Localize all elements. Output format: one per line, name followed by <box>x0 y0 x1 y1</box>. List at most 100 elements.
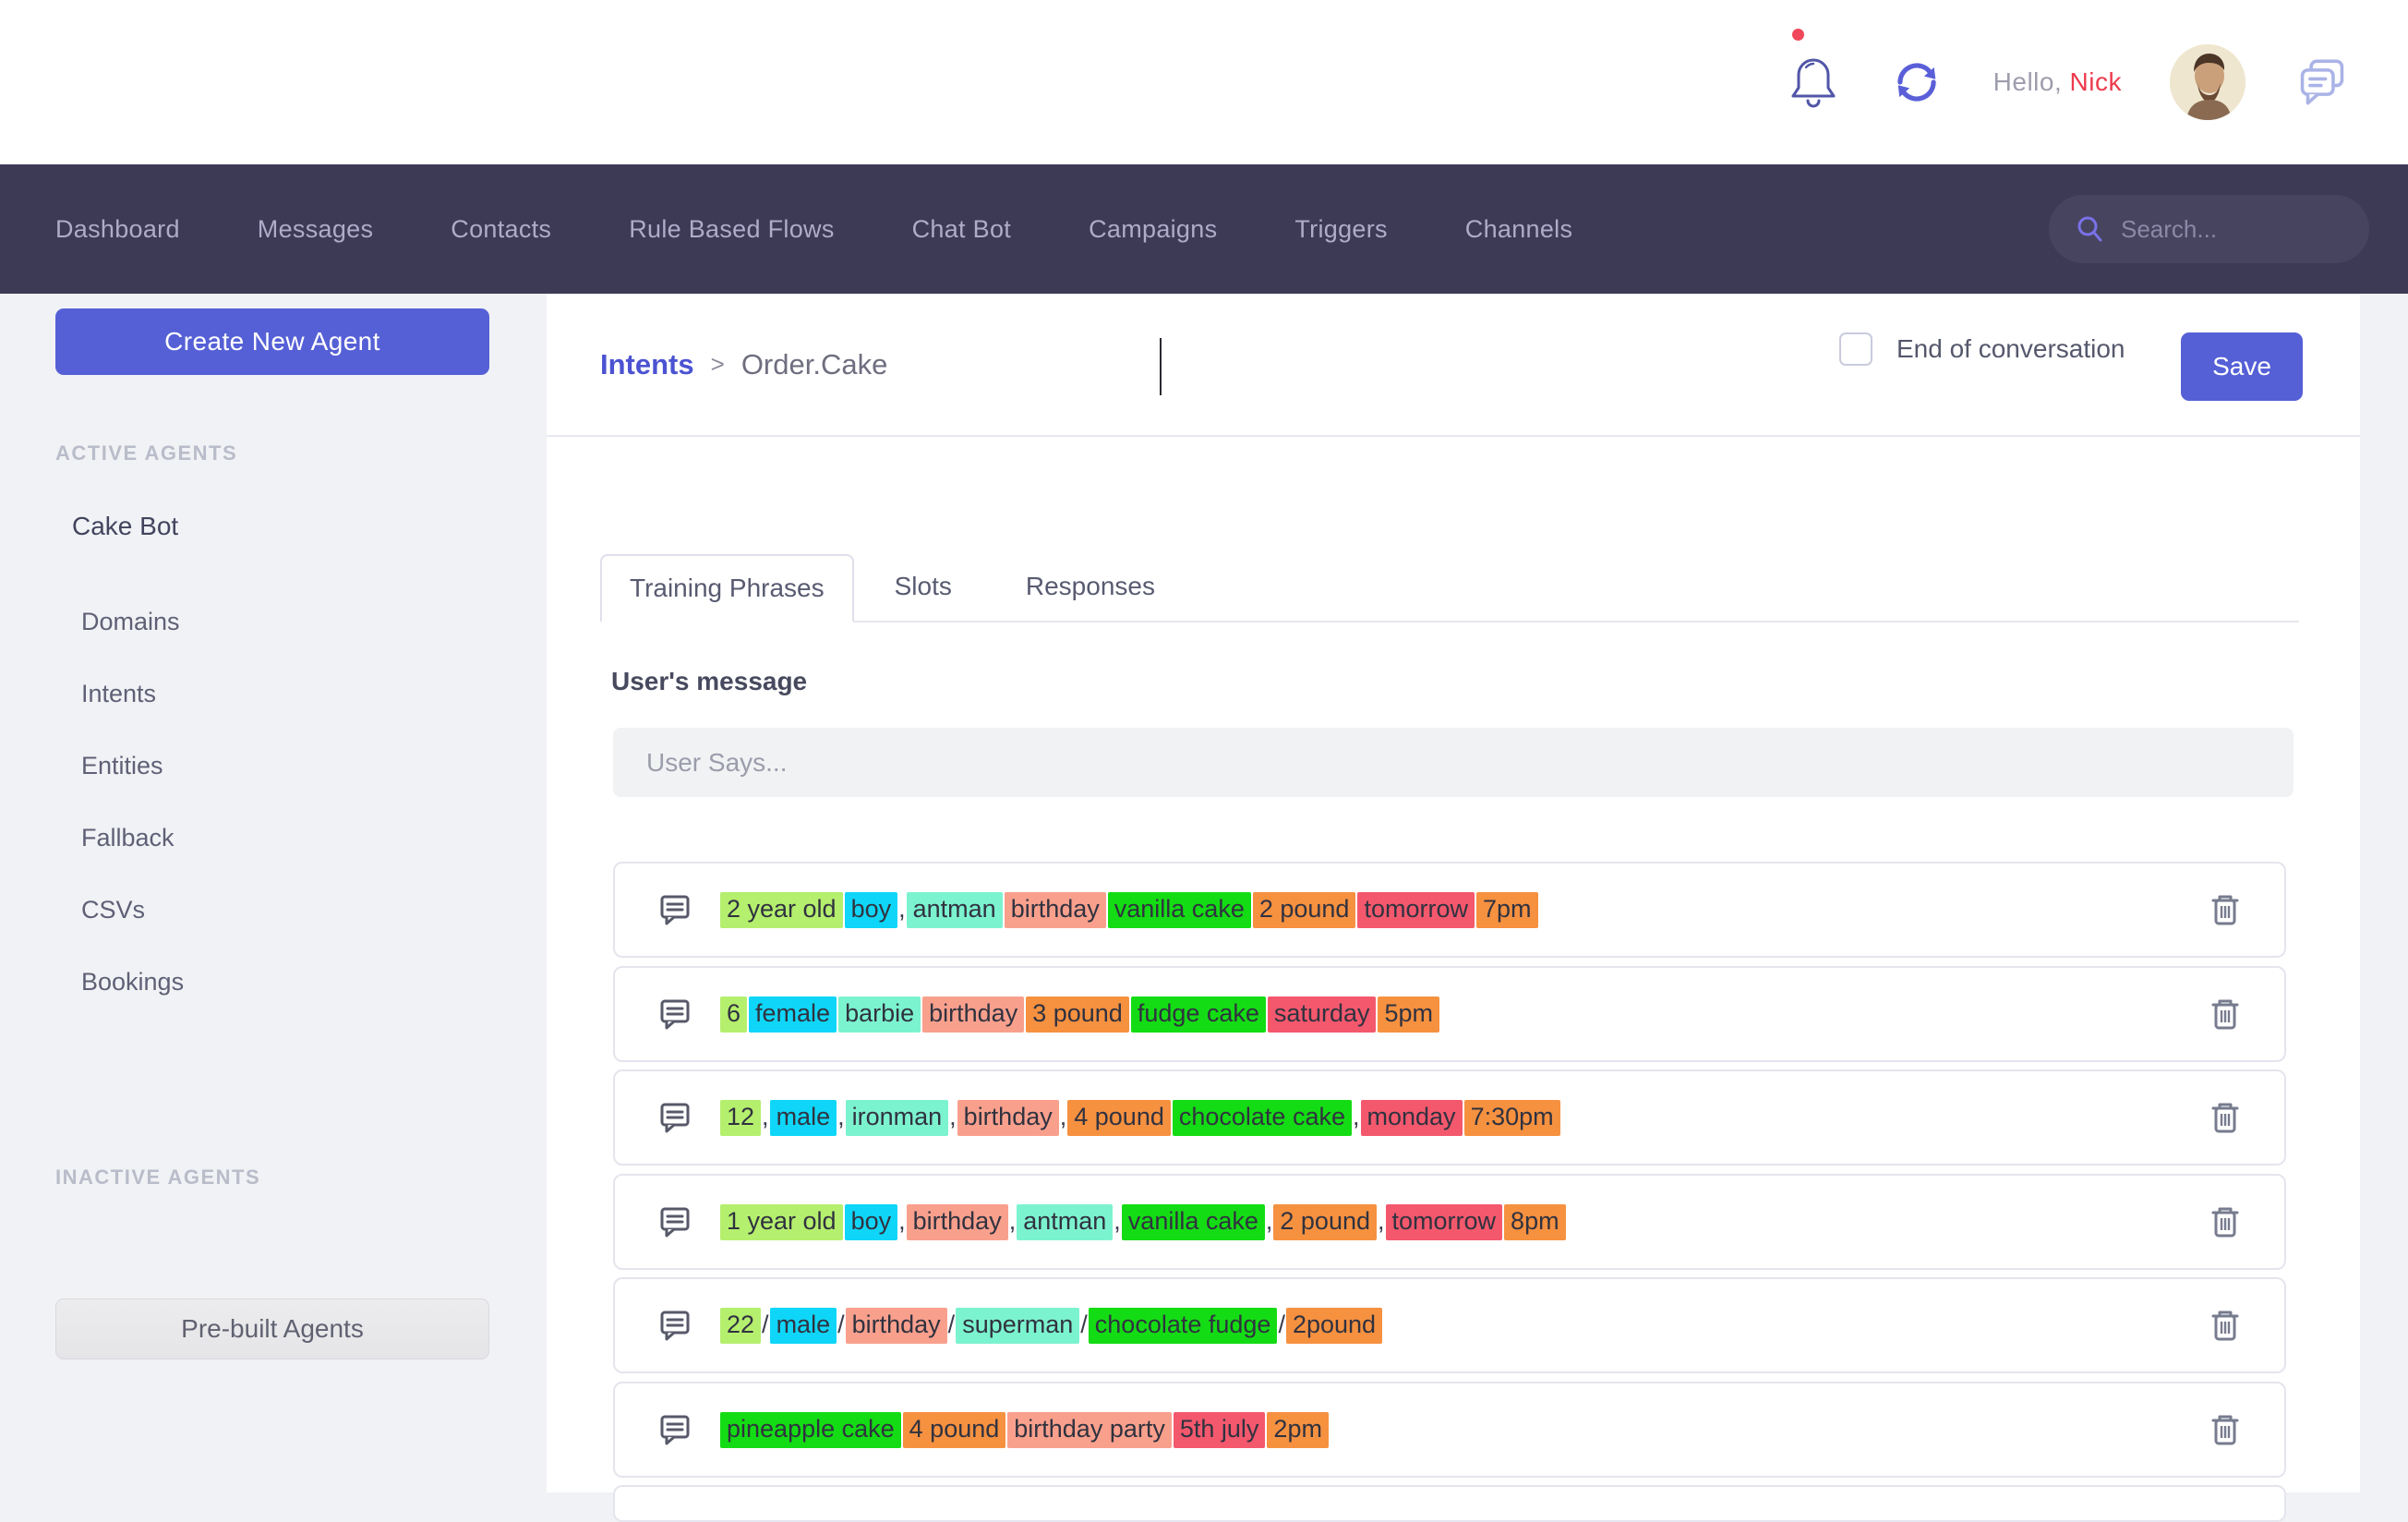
entity-tag-aqua[interactable]: antman <box>907 892 1003 928</box>
phrase-separator: / <box>1079 1308 1089 1344</box>
save-button[interactable]: Save <box>2181 332 2303 401</box>
sidebar-item-fallback[interactable]: Fallback <box>81 824 184 896</box>
entity-tag-red[interactable]: monday <box>1361 1100 1463 1136</box>
entity-tag-orange[interactable]: 7:30pm <box>1464 1100 1560 1136</box>
training-phrase-row: 12,male,ironman,birthday,4 pound chocola… <box>613 1069 2286 1166</box>
entity-tag-orange[interactable]: 7pm <box>1476 892 1538 928</box>
entity-tag-aqua[interactable]: superman <box>956 1308 1079 1344</box>
breadcrumb-intents-link[interactable]: Intents <box>600 348 694 381</box>
nav-item-campaigns[interactable]: Campaigns <box>1089 215 1217 244</box>
nav-item-messages[interactable]: Messages <box>258 215 373 244</box>
sidebar-item-csvs[interactable]: CSVs <box>81 896 184 968</box>
main-content: Intents > Order.Cake End of conversation… <box>547 294 2360 1492</box>
entity-tag-cyan[interactable]: male <box>770 1308 837 1344</box>
entity-tag-green[interactable]: chocolate fudge <box>1089 1308 1278 1344</box>
entity-tag-green_light[interactable]: 2 year old <box>720 892 843 928</box>
breadcrumb-separator: > <box>711 350 725 379</box>
entity-tag-salmon[interactable]: birthday <box>1005 892 1106 928</box>
entity-tag-orange[interactable]: 3 pound <box>1026 997 1129 1033</box>
sidebar-agent-cake-bot[interactable]: Cake Bot <box>72 512 178 541</box>
phrase-separator: , <box>1113 1204 1122 1240</box>
entity-tag-cyan[interactable]: boy <box>845 892 898 928</box>
nav-item-dashboard[interactable]: Dashboard <box>55 215 180 244</box>
avatar[interactable] <box>2170 44 2245 120</box>
entity-tag-green[interactable]: vanilla cake <box>1122 1204 1265 1240</box>
training-phrase-row: 2 year old boy,antman birthday vanilla c… <box>613 862 2286 958</box>
sync-refresh-icon[interactable] <box>1888 54 1945 111</box>
entity-tag-salmon[interactable]: birthday <box>922 997 1024 1033</box>
entity-tag-green_light[interactable]: 6 <box>720 997 747 1033</box>
entity-tag-orange[interactable]: 5pm <box>1378 997 1439 1033</box>
entity-tag-orange[interactable]: 2 pound <box>1253 892 1356 928</box>
phrase-text: 1 year old boy,birthday,antman,vanilla c… <box>720 1204 2181 1240</box>
message-bubble-icon <box>656 1306 694 1345</box>
entity-tag-green_light[interactable]: 12 <box>720 1100 761 1136</box>
phrase-separator: , <box>1352 1100 1361 1136</box>
entity-tag-red[interactable]: tomorrow <box>1386 1204 1503 1240</box>
text-cursor-caret <box>1160 338 1162 395</box>
tab-training-phrases[interactable]: Training Phrases <box>600 554 854 622</box>
nav-item-chat-bot[interactable]: Chat Bot <box>912 215 1011 244</box>
phrase-text: 2 year old boy,antman birthday vanilla c… <box>720 892 2181 928</box>
training-phrase-row: 1 year old boy,birthday,antman,vanilla c… <box>613 1174 2286 1270</box>
users-message-heading: User's message <box>611 667 807 696</box>
training-phrase-row: 22/male/birthday/superman/chocolate fudg… <box>613 1277 2286 1373</box>
delete-phrase-trash-icon[interactable] <box>2207 890 2244 929</box>
entity-tag-salmon[interactable]: birthday <box>907 1204 1008 1240</box>
phrase-separator: / <box>837 1308 846 1344</box>
message-bubble-icon <box>656 1098 694 1137</box>
delete-phrase-trash-icon[interactable] <box>2207 1410 2244 1449</box>
greeting-prefix: Hello, <box>1993 67 2063 96</box>
entity-tag-cyan[interactable]: boy <box>845 1204 898 1240</box>
entity-tag-salmon[interactable]: birthday <box>957 1100 1059 1136</box>
sidebar-item-intents[interactable]: Intents <box>81 680 184 752</box>
delete-phrase-trash-icon[interactable] <box>2207 1202 2244 1241</box>
entity-tag-cyan[interactable]: female <box>749 997 837 1033</box>
entity-tag-red[interactable]: saturday <box>1268 997 1377 1033</box>
search-input[interactable] <box>2121 215 2324 244</box>
entity-tag-orange[interactable]: 2pound <box>1286 1308 1382 1344</box>
entity-tag-green[interactable]: vanilla cake <box>1108 892 1251 928</box>
delete-phrase-trash-icon[interactable] <box>2207 1098 2244 1137</box>
phrase-text: 6 female barbie birthday 3 pound fudge c… <box>720 997 2181 1033</box>
entity-tag-aqua[interactable]: barbie <box>838 997 921 1033</box>
sidebar-item-entities[interactable]: Entities <box>81 752 184 824</box>
nav-item-contacts[interactable]: Contacts <box>451 215 551 244</box>
nav-item-rule-based-flows[interactable]: Rule Based Flows <box>629 215 834 244</box>
prebuilt-agents-button[interactable]: Pre-built Agents <box>55 1299 489 1359</box>
delete-phrase-trash-icon[interactable] <box>2207 1306 2244 1345</box>
entity-tag-salmon[interactable]: birthday <box>846 1308 947 1344</box>
entity-tag-orange[interactable]: 2pm <box>1267 1412 1329 1448</box>
entity-tag-orange[interactable]: 4 pound <box>1067 1100 1171 1136</box>
chat-messages-icon[interactable] <box>2294 54 2351 111</box>
tab-slots[interactable]: Slots <box>861 552 985 621</box>
entity-tag-aqua[interactable]: ironman <box>846 1100 949 1136</box>
entity-tag-salmon[interactable]: birthday party <box>1007 1412 1172 1448</box>
sidebar-items: DomainsIntentsEntitiesFallbackCSVsBookin… <box>81 608 184 1040</box>
phrase-separator: , <box>1008 1204 1017 1240</box>
entity-tag-green_light[interactable]: 22 <box>720 1308 761 1344</box>
notifications-bell-icon[interactable] <box>1787 53 1840 112</box>
entity-tag-aqua[interactable]: antman <box>1017 1204 1113 1240</box>
end-of-conversation-checkbox[interactable] <box>1839 332 1872 366</box>
entity-tag-orange[interactable]: 8pm <box>1504 1204 1566 1240</box>
entity-tag-cyan[interactable]: male <box>770 1100 837 1136</box>
entity-tag-green[interactable]: pineapple cake <box>720 1412 901 1448</box>
entity-tag-orange[interactable]: 2 pound <box>1273 1204 1377 1240</box>
nav-item-triggers[interactable]: Triggers <box>1294 215 1387 244</box>
nav-item-channels[interactable]: Channels <box>1465 215 1572 244</box>
sidebar-item-bookings[interactable]: Bookings <box>81 968 184 1040</box>
entity-tag-red[interactable]: 5th july <box>1174 1412 1266 1448</box>
intent-name-field[interactable]: Order.Cake <box>741 348 888 381</box>
end-of-conversation-group: End of conversation <box>1839 332 2125 366</box>
tab-responses[interactable]: Responses <box>993 552 1188 621</box>
entity-tag-green[interactable]: chocolate cake <box>1173 1100 1352 1136</box>
delete-phrase-trash-icon[interactable] <box>2207 995 2244 1033</box>
entity-tag-green_light[interactable]: 1 year old <box>720 1204 843 1240</box>
entity-tag-orange[interactable]: 4 pound <box>903 1412 1006 1448</box>
entity-tag-red[interactable]: tomorrow <box>1357 892 1475 928</box>
sidebar-item-domains[interactable]: Domains <box>81 608 184 680</box>
create-new-agent-button[interactable]: Create New Agent <box>55 308 489 375</box>
entity-tag-green[interactable]: fudge cake <box>1131 997 1266 1033</box>
user-says-input[interactable] <box>613 728 2294 797</box>
